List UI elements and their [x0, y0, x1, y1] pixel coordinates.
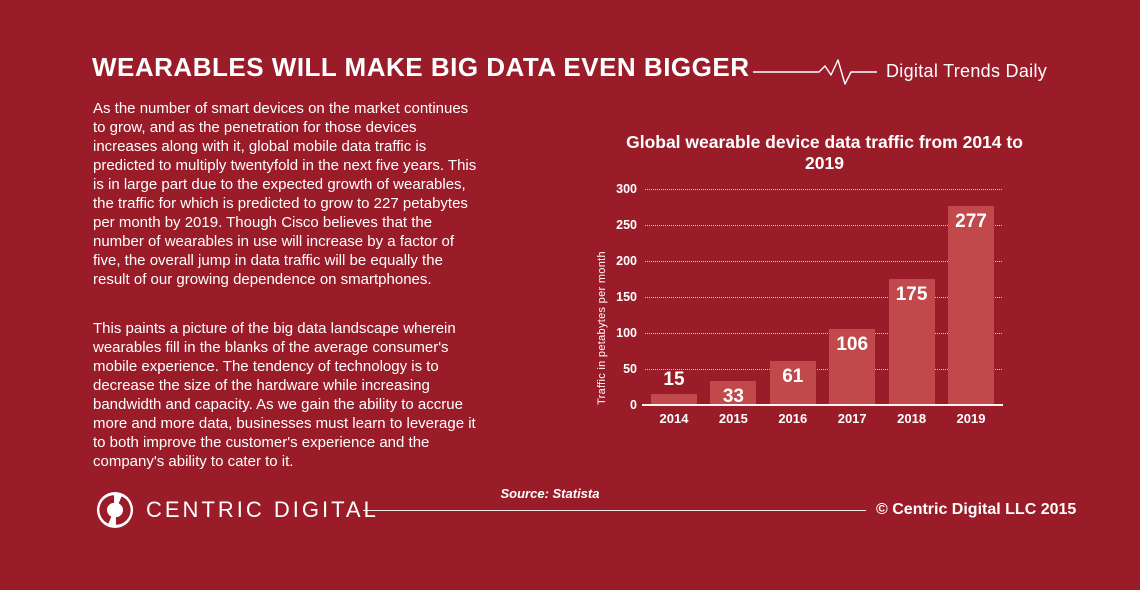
gridline-150 [645, 297, 1002, 298]
x-axis-line [642, 404, 1003, 406]
y-tick-label-200: 200 [616, 254, 637, 268]
bar-value-label-2019: 277 [955, 210, 987, 232]
gridline-100 [645, 333, 1002, 334]
bar-value-label-2015: 33 [722, 386, 744, 408]
bar-2018: 175 [888, 279, 935, 405]
copyright-notice: © Centric Digital LLC 2015 [876, 501, 1077, 518]
x-axis-labels: 2014 2015 2016 2017 2018 2019 [645, 411, 1002, 429]
bar-2017: 106 [829, 328, 876, 405]
source-credit: Source: Statista [500, 486, 600, 501]
heartbeat-pulse-icon [753, 58, 877, 86]
x-tick-label-2015: 2015 [718, 411, 748, 426]
article-text: As the number of smart devices on the ma… [93, 99, 481, 501]
chart-title: Global wearable device data traffic from… [626, 132, 1023, 173]
x-tick-label-2018: 2018 [897, 411, 927, 426]
brand-name: Digital Trends Daily [886, 61, 1048, 81]
gridline-50 [645, 369, 1002, 370]
gridline-300 [645, 189, 1002, 190]
bar-value-label-2018: 175 [895, 284, 928, 305]
x-tick-label-2017: 2017 [837, 411, 867, 426]
logo-wordmark: CENTRIC DIGITAL [146, 497, 379, 522]
chart-plot-area: 15 33 61 106 175 277 [645, 189, 1002, 407]
bar-value-label-2016: 61 [782, 366, 804, 388]
article-paragraph-2: This paints a picture of the big data la… [93, 320, 476, 470]
bar-value-label-2014: 15 [663, 369, 685, 391]
bar-value-label-2017: 106 [836, 333, 869, 355]
bar-2015: 33 [710, 381, 757, 407]
article-paragraph-1: As the number of smart devices on the ma… [93, 100, 477, 288]
y-tick-label-50: 50 [623, 362, 637, 376]
bar-2014: 15 [651, 369, 697, 405]
y-axis-ticks: 0 50 100 150 200 250 300 [595, 182, 637, 412]
bar-2019: 277 [948, 205, 994, 405]
centric-digital-logo-icon [96, 491, 134, 529]
y-tick-label-0: 0 [630, 398, 637, 412]
page-title: WEARABLES WILL MAKE BIG DATA EVEN BIGGER [92, 52, 750, 82]
gridline-200 [645, 261, 1002, 262]
x-tick-label-2019: 2019 [956, 411, 986, 426]
y-tick-label-100: 100 [616, 326, 637, 340]
bar-2016: 61 [769, 361, 816, 405]
x-tick-label-2014: 2014 [659, 411, 689, 426]
y-tick-label-250: 250 [616, 218, 637, 232]
y-tick-label-300: 300 [616, 182, 637, 196]
x-tick-label-2016: 2016 [778, 411, 808, 426]
y-tick-label-150: 150 [616, 290, 637, 304]
gridline-250 [645, 225, 1002, 226]
footer-divider-line [363, 510, 866, 511]
